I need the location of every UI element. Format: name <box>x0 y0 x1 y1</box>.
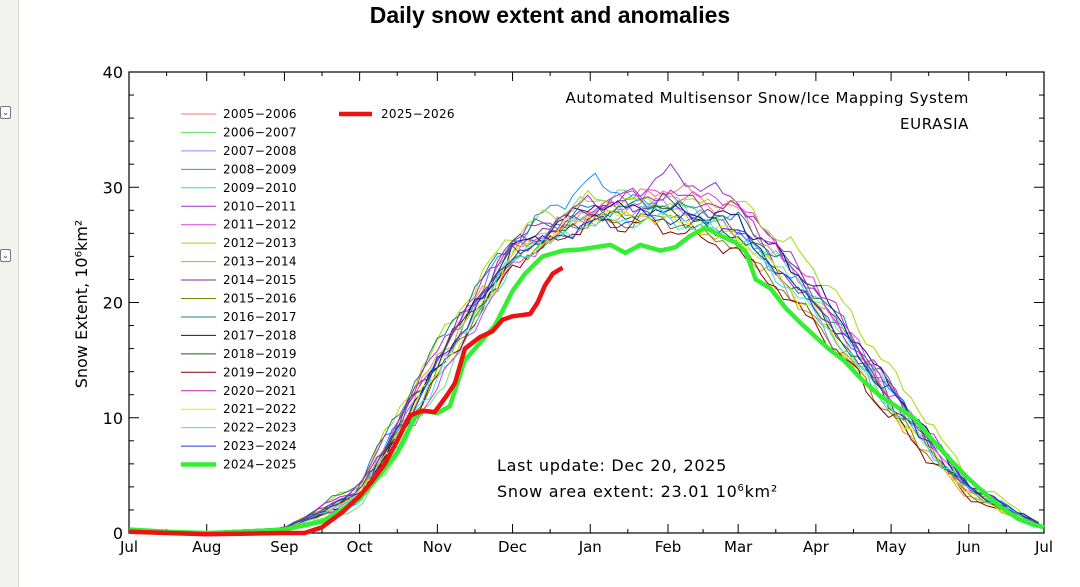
chart-region: EURASIA <box>900 115 969 133</box>
legend-label: 2007−2008 <box>223 144 297 158</box>
legend-label: 2023−2024 <box>223 439 297 453</box>
legend-label: 2008−2009 <box>223 162 297 176</box>
legend-label: 2022−2023 <box>223 421 297 435</box>
x-tick-label: Aug <box>192 538 221 556</box>
legend-label: 2014−2015 <box>223 273 297 287</box>
legend-label: 2017−2018 <box>223 328 297 342</box>
legend-label: 2019−2020 <box>223 365 297 379</box>
y-tick-label: 20 <box>103 294 123 313</box>
page-title: Daily snow extent and anomalies <box>369 2 731 28</box>
x-tick-label: Jan <box>578 538 602 556</box>
series-line <box>128 225 1045 536</box>
legend-label: 2021−2022 <box>223 402 297 416</box>
last-update-annotation: Last update: Dec 20, 2025 <box>497 456 727 475</box>
legend-label: 2024−2025 <box>223 458 297 472</box>
y-tick-label: 40 <box>103 63 123 82</box>
legend-label: 2016−2017 <box>223 310 297 324</box>
x-tick-label: Feb <box>655 538 682 556</box>
chart-subtitle: Automated Multisensor Snow/Ice Mapping S… <box>566 89 969 107</box>
x-tick-label: Apr <box>803 538 830 556</box>
y-tick-label: 10 <box>103 409 123 428</box>
x-tick-label: Mar <box>724 538 753 556</box>
extent-annotation: Snow area extent: 23.01 106km² <box>497 482 778 501</box>
legend-label: 2015−2016 <box>223 292 297 306</box>
x-tick-label: Sep <box>270 538 298 556</box>
legend-label: 2018−2019 <box>223 347 297 361</box>
legend-label: 2020−2021 <box>223 384 297 398</box>
legend-label: 2012−2013 <box>223 236 297 250</box>
sidebar-gutter: ⌄ ⌄ <box>0 0 19 587</box>
collapse-chevron-icon[interactable]: ⌄ <box>0 249 11 262</box>
x-tick-label: Jul <box>119 538 138 556</box>
x-tick-label: Dec <box>498 538 527 556</box>
series-line <box>128 265 564 537</box>
y-axis-label: Snow Extent, 10⁶km² <box>72 220 91 389</box>
x-tick-label: Nov <box>423 538 452 556</box>
legend-label: 2025−2026 <box>381 107 455 121</box>
x-tick-label: May <box>876 538 907 556</box>
x-tick-label: Jul <box>1034 538 1053 556</box>
y-tick-label: 30 <box>103 178 123 197</box>
x-tick-label: Oct <box>347 538 373 556</box>
legend-label: 2011−2012 <box>223 218 297 232</box>
legend-label: 2006−2007 <box>223 125 297 139</box>
legend-label: 2009−2010 <box>223 181 297 195</box>
collapse-chevron-icon[interactable]: ⌄ <box>0 106 11 119</box>
x-tick-label: Jun <box>956 538 980 556</box>
y-tick-label: 0 <box>113 524 123 543</box>
legend-label: 2013−2014 <box>223 255 297 269</box>
legend-label: 2010−2011 <box>223 199 297 213</box>
legend-label: 2005−2006 <box>223 107 297 121</box>
